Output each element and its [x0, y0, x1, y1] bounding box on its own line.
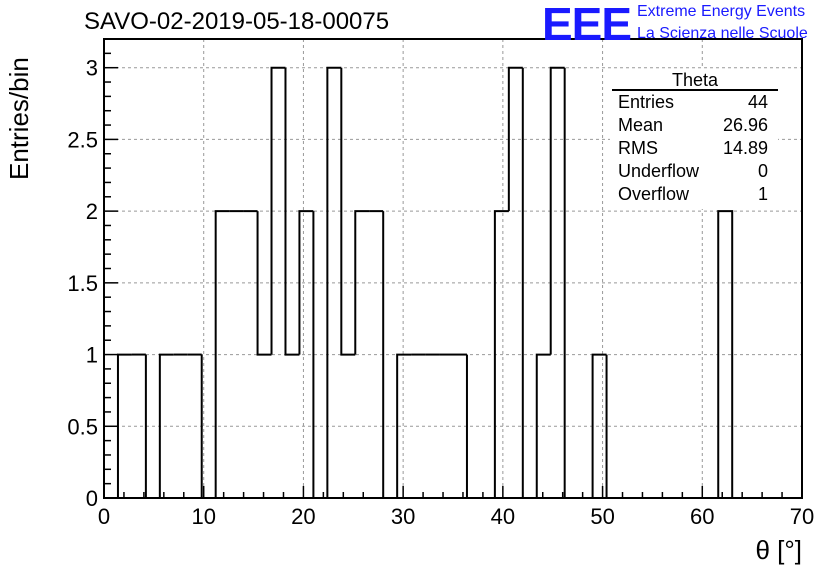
eee-logo: EEE [542, 0, 632, 50]
histogram-bin [507, 66, 523, 212]
stats-row-rms: RMS 14.89 [610, 137, 778, 160]
y-tick-label: 2.5 [67, 127, 98, 152]
stats-row-entries: Entries 44 [610, 91, 778, 114]
stats-title: Theta [612, 69, 778, 91]
stats-value: 0 [757, 161, 768, 181]
y-tick-label: 3 [86, 56, 98, 81]
histogram-bin [354, 210, 370, 355]
stats-box: Theta Entries 44 Mean 26.96 RMS 14.89 Un… [610, 69, 778, 209]
y-tick-label: 1.5 [67, 271, 98, 296]
y-tick-label: 0.5 [67, 414, 98, 439]
histogram-bin [549, 66, 565, 355]
stats-row-underflow: Underflow 0 [610, 160, 778, 183]
stats-value: 44 [747, 92, 768, 112]
histogram-bin [396, 353, 412, 498]
chart-title: SAVO-02-2019-05-18-00075 [84, 8, 390, 35]
eee-logo-line1: Extreme Energy Events [637, 3, 806, 20]
histogram-bin [284, 67, 300, 356]
histogram-bin [535, 353, 551, 498]
y-tick-label: 0 [86, 486, 98, 511]
stats-row-mean: Mean 26.96 [610, 114, 778, 137]
stats-row-overflow: Overflow 1 [610, 183, 778, 206]
y-axis-ticks: 0 0.5 1 1.5 2 2.5 3 [67, 38, 118, 511]
histogram-bin [158, 353, 174, 498]
histogram-bin [493, 210, 509, 498]
x-tick-label: 40 [491, 504, 515, 529]
stats-value: 14.89 [722, 138, 768, 158]
stats-label: Overflow [618, 184, 690, 204]
stats-label: Underflow [618, 161, 700, 181]
histogram-bin [270, 66, 286, 355]
x-tick-label: 10 [191, 504, 215, 529]
stats-value: 1 [757, 184, 768, 204]
histogram-bin [340, 67, 356, 356]
histogram-bin [214, 210, 230, 498]
x-tick-label: 0 [98, 504, 110, 529]
histogram-bin [256, 211, 272, 356]
x-tick-label: 50 [590, 504, 614, 529]
y-tick-label: 2 [86, 199, 98, 224]
stats-value: 26.96 [722, 115, 768, 135]
x-tick-label: 70 [790, 504, 814, 529]
stats-label: Entries [618, 92, 675, 112]
x-tick-label: 20 [291, 504, 315, 529]
histogram-bin [298, 210, 314, 355]
x-axis-label: θ [°] [755, 535, 802, 565]
stats-label: Mean [618, 115, 664, 135]
eee-logo-line2: La Scienza nelle Scuole [637, 25, 808, 42]
x-tick-label: 30 [391, 504, 415, 529]
x-tick-label: 60 [690, 504, 714, 529]
y-axis-label: Entries/bin [4, 57, 34, 180]
stats-label: RMS [618, 138, 658, 158]
x-axis-ticks: 0 10 20 30 40 50 60 70 [98, 486, 814, 529]
histogram-bin [326, 66, 342, 498]
histogram-bin [591, 353, 607, 498]
histogram-bin [382, 211, 398, 499]
histogram-bin [717, 210, 734, 498]
y-tick-label: 1 [86, 343, 98, 368]
